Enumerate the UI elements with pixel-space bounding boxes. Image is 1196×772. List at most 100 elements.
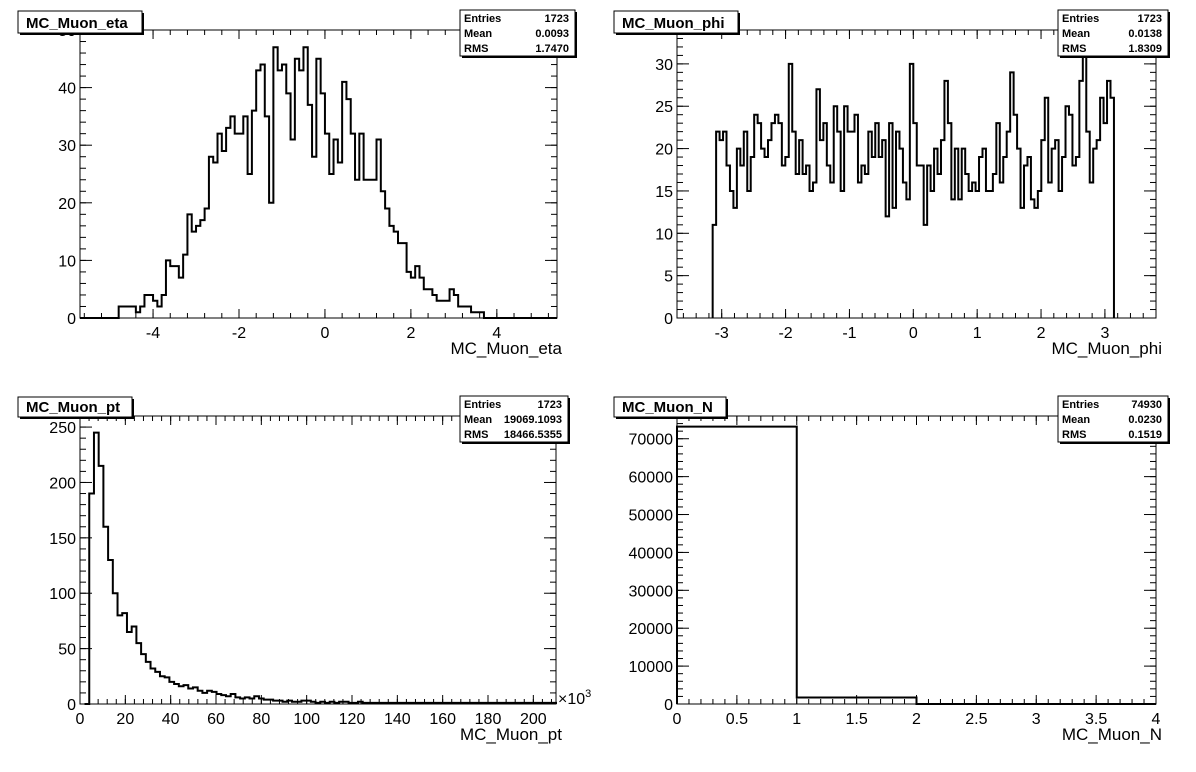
histogram-bin bbox=[368, 180, 372, 318]
histogram-bin bbox=[969, 191, 972, 318]
x-tick-label: 0 bbox=[673, 711, 682, 728]
histogram-bin bbox=[830, 182, 833, 318]
histogram-bin bbox=[931, 191, 934, 318]
x-tick-label: 0 bbox=[909, 325, 918, 342]
histogram-bin bbox=[785, 157, 788, 318]
stats-mean-value: 19069.1093 bbox=[504, 414, 562, 426]
histogram-bin bbox=[1059, 191, 1062, 318]
y-tick-label: 10000 bbox=[629, 659, 674, 676]
stats-rms-label: RMS bbox=[464, 43, 488, 55]
histogram-bin bbox=[312, 157, 316, 318]
histogram-bin bbox=[1000, 182, 1003, 318]
histogram-bin bbox=[462, 306, 466, 318]
histogram-bin bbox=[269, 203, 273, 318]
histogram-bin bbox=[411, 278, 415, 318]
histogram-bin bbox=[157, 306, 161, 318]
x-tick-label: 3.5 bbox=[1085, 711, 1107, 728]
histogram-bin bbox=[827, 166, 830, 318]
histogram-bin bbox=[938, 174, 941, 318]
y-tick-label: 50 bbox=[58, 642, 76, 659]
x-tick-label: -2 bbox=[778, 325, 792, 342]
histogram-bin bbox=[329, 174, 333, 318]
histogram-bin bbox=[127, 632, 132, 704]
stats-box bbox=[459, 395, 569, 443]
histogram-bin bbox=[291, 139, 295, 318]
stats-rms-value: 1.8309 bbox=[1128, 43, 1162, 55]
x-tick-label: 0 bbox=[320, 325, 329, 342]
histogram-bin bbox=[972, 182, 975, 318]
title-box bbox=[17, 396, 133, 418]
histogram-bin bbox=[424, 289, 428, 318]
y-tick-label: 60000 bbox=[629, 470, 674, 487]
y-tick-label: 10 bbox=[655, 226, 673, 243]
stats-mean-label: Mean bbox=[464, 28, 492, 40]
stats-entries-label: Entries bbox=[1062, 399, 1099, 411]
histogram-bin bbox=[758, 123, 761, 318]
histogram-bin bbox=[118, 615, 123, 704]
y-tick-label: 0 bbox=[664, 697, 673, 714]
histogram-bin bbox=[1031, 199, 1034, 318]
plot-frame bbox=[79, 415, 557, 705]
histogram-bin bbox=[747, 191, 750, 318]
x-tick-label: -2 bbox=[232, 325, 246, 342]
histogram-bin bbox=[123, 306, 127, 318]
x-axis-label: MC_Muon_pt bbox=[460, 725, 562, 744]
histogram-bin bbox=[720, 140, 723, 318]
histogram-bin bbox=[820, 140, 823, 318]
stats-entries-value: 1723 bbox=[545, 13, 569, 25]
histogram-bin bbox=[993, 174, 996, 318]
stats-rms-label: RMS bbox=[464, 429, 488, 441]
histogram-bin bbox=[282, 65, 286, 318]
histogram-bin bbox=[865, 174, 868, 318]
plot-frame bbox=[79, 29, 558, 319]
x-tick-label: 1 bbox=[792, 711, 801, 728]
histogram-bin bbox=[441, 301, 445, 318]
y-tick-label: 30 bbox=[655, 57, 673, 74]
x-tick-label: 120 bbox=[339, 711, 366, 728]
histogram-outline bbox=[711, 37, 1115, 318]
x-axis-label: MC_Muon_phi bbox=[1051, 339, 1162, 358]
histogram-bin bbox=[796, 174, 799, 318]
histogram-panel-1: -4-202401020304050MC_Muon_etaMC_Muon_eta… bbox=[17, 9, 577, 358]
histogram-panel-3: 0 20 40 60 80 100 120 140 160 180 200 0 50 100 150 200 2… bbox=[17, 395, 591, 744]
stats-mean-label: Mean bbox=[1062, 414, 1090, 426]
y-tick-label: 70000 bbox=[629, 432, 674, 449]
histogram-bin bbox=[170, 266, 174, 318]
x-tick-label: -3 bbox=[715, 325, 729, 342]
stats-mean-value: 0.0138 bbox=[1128, 28, 1162, 40]
histogram-outline bbox=[80, 46, 557, 319]
histogram-panel-4: 0 0.5 1 1.5 2 2.5 3 3.5 4 0 10000 20000 30000 40000 50… bbox=[613, 395, 1170, 744]
histogram-bin bbox=[765, 157, 768, 318]
y-tick-label: 0 bbox=[67, 311, 76, 328]
y-tick-label: 25 bbox=[655, 99, 673, 116]
x-axis-label: MC_Muon_eta bbox=[450, 339, 562, 358]
histogram-bin bbox=[958, 199, 961, 318]
histogram-bin bbox=[248, 174, 252, 318]
chart-title: MC_Muon_eta bbox=[26, 15, 128, 32]
x-axis-multiplier-base: ×10 bbox=[558, 691, 585, 708]
histogram-bin bbox=[394, 232, 398, 318]
y-tick-label: 40000 bbox=[629, 545, 674, 562]
x-axis-multiplier-exp: 3 bbox=[585, 688, 591, 700]
stats-box bbox=[1057, 395, 1169, 443]
plot-frame bbox=[676, 415, 1157, 705]
y-tick-label: 20 bbox=[58, 196, 76, 213]
y-tick-label: 40 bbox=[58, 81, 76, 98]
stats-rms-value: 0.1519 bbox=[1128, 429, 1162, 441]
histogram-bin bbox=[202, 693, 207, 704]
histogram-bin bbox=[906, 199, 909, 318]
chart-title: MC_Muon_N bbox=[622, 399, 713, 416]
histogram-outline bbox=[676, 425, 1156, 705]
y-tick-label: 200 bbox=[49, 475, 76, 492]
x-tick-label: 180 bbox=[475, 711, 502, 728]
histogram-bin bbox=[775, 115, 778, 318]
chart-title: MC_Muon_phi bbox=[622, 15, 725, 32]
histogram-bin bbox=[226, 128, 230, 318]
histogram-bin bbox=[196, 226, 200, 318]
x-tick-label: 2 bbox=[1037, 325, 1046, 342]
chart-title: MC_Muon_pt bbox=[26, 399, 120, 416]
histogram-bin bbox=[338, 162, 342, 318]
y-tick-label: 5 bbox=[664, 269, 673, 286]
x-tick-label: 1 bbox=[973, 325, 982, 342]
title-box bbox=[613, 10, 739, 34]
